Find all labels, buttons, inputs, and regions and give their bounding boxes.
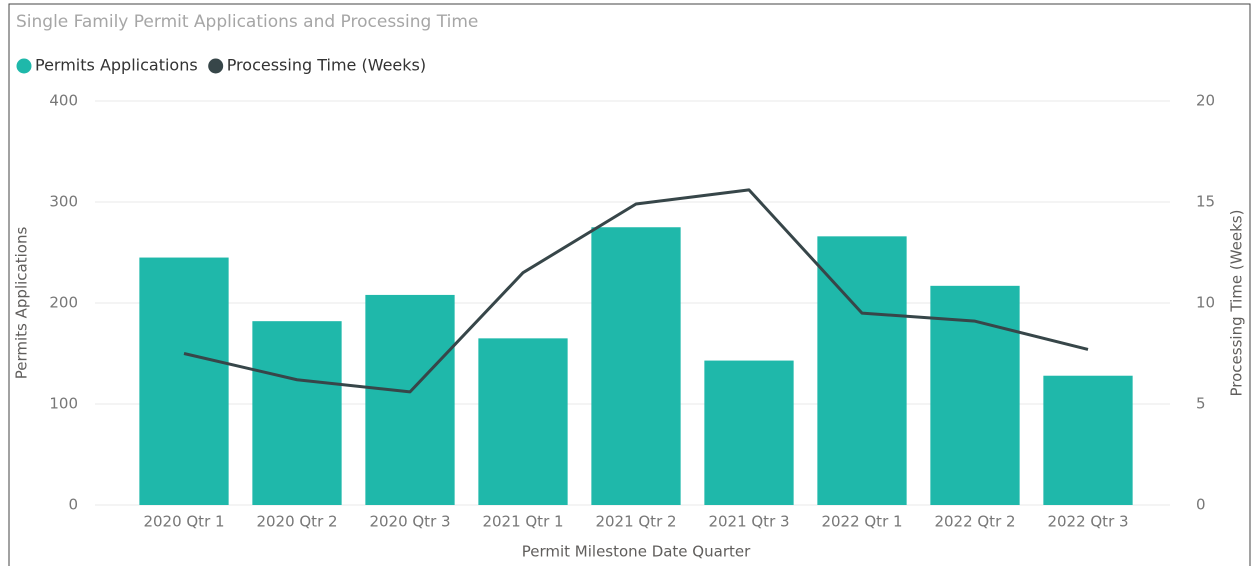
frame: [8, 3, 1251, 566]
y2-tick-label: 5: [1196, 395, 1206, 413]
y2-tick-label: 0: [1196, 496, 1206, 514]
x-axis-title: Permit Milestone Date Quarter: [522, 543, 751, 561]
legend-label: Processing Time (Weeks): [227, 56, 426, 75]
chart-title: Single Family Permit Applications and Pr…: [16, 12, 478, 32]
y2-axis-title: Processing Time (Weeks): [1228, 210, 1246, 397]
y2-tick-label: 20: [1196, 92, 1215, 110]
y-tick-label: 400: [49, 92, 78, 110]
legend-marker: [208, 58, 224, 74]
x-tick-label: 2021 Qtr 3: [708, 513, 789, 531]
x-tick-label: 2020 Qtr 2: [256, 513, 337, 531]
legend-label: Permits Applications: [35, 56, 198, 75]
y2-tick-label: 15: [1196, 193, 1215, 211]
bar: [252, 321, 342, 505]
legend-marker: [16, 58, 32, 74]
x-tick-label: 2020 Qtr 3: [369, 513, 450, 531]
bar: [704, 360, 794, 505]
bar: [1043, 375, 1133, 505]
x-tick-label: 2022 Qtr 3: [1047, 513, 1128, 531]
y-tick-label: 300: [49, 193, 78, 211]
bar: [817, 236, 907, 505]
bar: [365, 294, 455, 505]
bar: [591, 227, 681, 505]
x-tick-label: 2022 Qtr 2: [934, 513, 1015, 531]
bar: [478, 338, 568, 505]
bar: [139, 257, 229, 505]
y-axis-title: Permits Applications: [13, 227, 31, 380]
x-tick-label: 2021 Qtr 1: [482, 513, 563, 531]
x-tick-label: 2020 Qtr 1: [143, 513, 224, 531]
y2-tick-label: 10: [1196, 294, 1215, 312]
y-tick-label: 200: [49, 294, 78, 312]
y-tick-label: 100: [49, 395, 78, 413]
x-tick-label: 2022 Qtr 1: [821, 513, 902, 531]
line: [183, 188, 1089, 394]
y-tick-label: 0: [68, 496, 78, 514]
x-tick-label: 2021 Qtr 2: [595, 513, 676, 531]
